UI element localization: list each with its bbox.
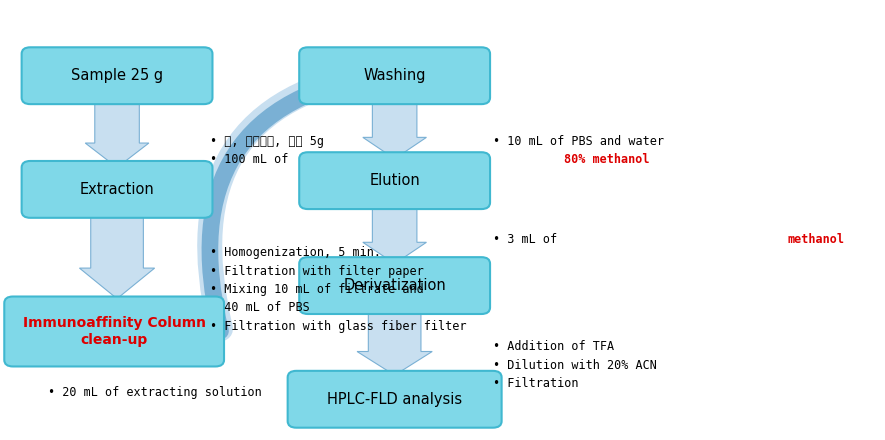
Text: 40 mL of PBS: 40 mL of PBS xyxy=(210,301,310,314)
Text: • Filtration with glass fiber filter: • Filtration with glass fiber filter xyxy=(210,320,466,333)
Text: • Homogenization, 5 min.: • Homogenization, 5 min. xyxy=(210,246,381,259)
Text: Derivatization: Derivatization xyxy=(343,278,446,293)
Text: • Addition of TFA: • Addition of TFA xyxy=(493,340,614,353)
Text: Immunoaffinity Column
clean-up: Immunoaffinity Column clean-up xyxy=(23,316,205,347)
Text: Elution: Elution xyxy=(369,173,420,188)
Text: • Filtration with filter paper: • Filtration with filter paper xyxy=(210,264,423,278)
Text: • 10 mL of PBS and water: • 10 mL of PBS and water xyxy=(493,135,664,148)
FancyBboxPatch shape xyxy=(299,47,490,104)
Text: • Mixing 10 mL of filtrate and: • Mixing 10 mL of filtrate and xyxy=(210,283,423,296)
FancyBboxPatch shape xyxy=(21,161,212,218)
Text: • Filtration: • Filtration xyxy=(493,377,579,390)
FancyArrow shape xyxy=(357,308,432,375)
Text: • 단, 고추가루, 커피 5g: • 단, 고추가루, 커피 5g xyxy=(210,135,324,148)
Text: Extraction: Extraction xyxy=(80,182,154,197)
FancyArrow shape xyxy=(363,98,427,159)
FancyBboxPatch shape xyxy=(299,152,490,209)
Text: HPLC-FLD analysis: HPLC-FLD analysis xyxy=(327,392,462,407)
Text: • 20 mL of extracting solution: • 20 mL of extracting solution xyxy=(48,386,261,399)
Text: • 3 mL of: • 3 mL of xyxy=(493,233,565,246)
Text: Washing: Washing xyxy=(364,68,426,83)
FancyBboxPatch shape xyxy=(21,47,212,104)
FancyBboxPatch shape xyxy=(299,257,490,314)
Text: 80% methanol: 80% methanol xyxy=(564,153,649,166)
Text: Sample 25 g: Sample 25 g xyxy=(71,68,163,83)
Text: methanol: methanol xyxy=(788,233,845,246)
FancyArrow shape xyxy=(80,211,155,299)
FancyBboxPatch shape xyxy=(4,297,224,367)
FancyArrow shape xyxy=(85,98,149,168)
FancyBboxPatch shape xyxy=(288,371,502,428)
Text: • Dilution with 20% ACN: • Dilution with 20% ACN xyxy=(493,359,657,372)
FancyArrow shape xyxy=(363,202,427,264)
Text: • 100 mL of: • 100 mL of xyxy=(210,153,295,166)
